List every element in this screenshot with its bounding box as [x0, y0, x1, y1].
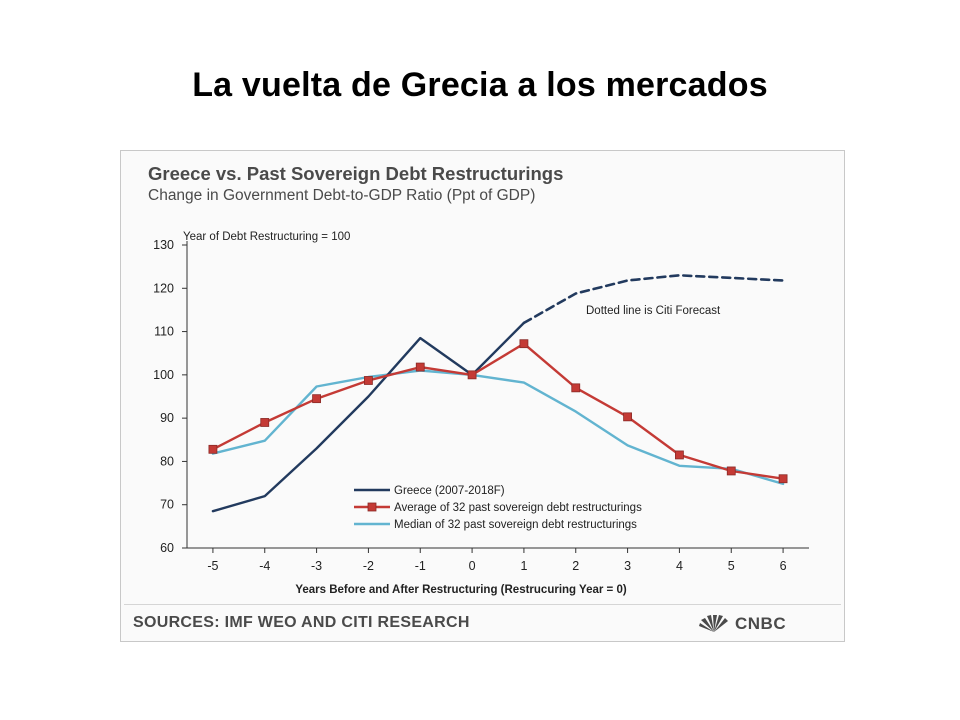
- average-point-marker: [675, 450, 684, 460]
- slide-title: La vuelta de Grecia a los mercados: [192, 66, 768, 104]
- series-line-greece: [211, 321, 526, 513]
- x-tick-label: -4: [259, 559, 270, 573]
- x-tick-label: 6: [780, 559, 787, 573]
- x-tick-label: -1: [415, 559, 426, 573]
- x-tick-label: 2: [572, 559, 579, 573]
- average-point-marker: [208, 444, 218, 454]
- cnbc-logo: CNBC: [697, 614, 786, 634]
- x-tick-label: 1: [520, 559, 527, 573]
- chart-title: Greece vs. Past Sovereign Debt Restructu…: [148, 163, 564, 184]
- average-point-marker: [778, 474, 788, 484]
- x-tick-label: -5: [207, 559, 218, 573]
- series-line-median: [211, 369, 785, 486]
- chart-axes: 60 70 80 90 100 110 120 130 -5 -4 -3 -2 -1 0 1 2 3 4 5 6: [153, 238, 809, 573]
- average-point-marker: [571, 383, 581, 393]
- legend-marker: [367, 502, 377, 512]
- average-point-marker: [519, 339, 529, 349]
- chart-legend: Greece (2007-2018F) Average of 32 past so…: [354, 485, 642, 531]
- average-point-marker: [260, 418, 270, 427]
- series-line-average: [211, 342, 785, 480]
- average-point-marker: [726, 466, 736, 476]
- x-tick-label: -3: [311, 559, 322, 573]
- chart-subtitle: Change in Government Debt-to-GDP Ratio (…: [148, 187, 536, 204]
- x-axis-title: Years Before and After Restructuring (Re…: [295, 584, 627, 596]
- average-point-marker: [312, 394, 321, 404]
- y-tick-label: 80: [160, 454, 174, 468]
- y-tick-label: 90: [160, 411, 174, 425]
- average-point-marker: [623, 412, 632, 422]
- y-tick-label: 100: [153, 368, 174, 382]
- footer-divider: [124, 604, 841, 605]
- peacock-icon: [699, 615, 728, 632]
- legend-label: Greece (2007-2018F): [394, 485, 505, 497]
- y-tick-label: 70: [160, 498, 174, 512]
- average-point-marker: [467, 370, 477, 380]
- y-tick-label: 130: [153, 238, 174, 252]
- chart-panel: [120, 150, 845, 642]
- y-tick-label: 60: [160, 541, 174, 555]
- series-line-greece-forecast: [522, 273, 785, 325]
- y-tick-label: 120: [153, 281, 174, 295]
- y-annotation: Year of Debt Restructuring = 100: [183, 231, 350, 243]
- average-point-marker: [364, 376, 373, 385]
- chart-series: [208, 273, 788, 513]
- x-tick-label: 3: [624, 559, 631, 573]
- x-tick-label: 5: [728, 559, 735, 573]
- legend-label: Average of 32 past sovereign debt restru…: [394, 502, 642, 514]
- y-tick-label: 110: [154, 325, 174, 339]
- logo-text: CNBC: [735, 614, 787, 633]
- x-tick-label: -2: [363, 559, 374, 573]
- x-tick-label: 4: [676, 559, 683, 573]
- forecast-annotation: Dotted line is Citi Forecast: [586, 305, 721, 317]
- average-point-marker: [415, 362, 425, 372]
- x-tick-label: 0: [469, 559, 476, 573]
- legend-label: Median of 32 past sovereign debt restruc…: [394, 519, 637, 531]
- sources-text: SOURCES: IMF WEO AND CITI RESEARCH: [133, 614, 470, 631]
